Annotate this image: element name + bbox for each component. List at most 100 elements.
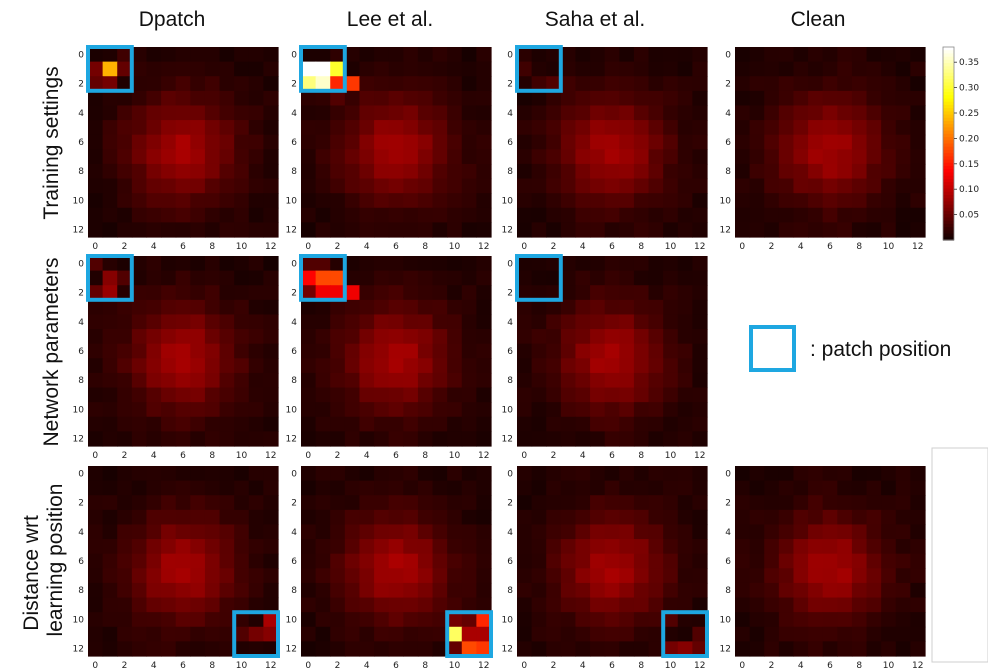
y-tick-label: 10 (286, 616, 298, 626)
y-tick-label: 10 (286, 197, 298, 207)
heatmap-cell (837, 582, 853, 599)
heatmap-cell (663, 270, 679, 286)
heatmap-cell (344, 524, 361, 540)
heatmap-cell (560, 163, 577, 180)
heatmap-cell (102, 539, 118, 555)
heatmap-cell (403, 402, 419, 418)
heatmap-cell (432, 270, 448, 286)
heatmap-cell (633, 329, 650, 345)
colorbar-segment (943, 117, 954, 122)
heatmap-cell (330, 207, 346, 223)
heatmap-cell (330, 343, 346, 359)
heatmap-cell (560, 416, 577, 432)
x-tick-label: 4 (151, 242, 157, 252)
heatmap-cell (560, 329, 577, 345)
heatmap-cell (359, 387, 375, 403)
heatmap-cell (461, 193, 477, 209)
patch-position-box (299, 254, 347, 302)
colorbar-tick-label: 0.05 (959, 211, 979, 221)
heatmap-cell (663, 329, 679, 345)
heatmap-cell (575, 193, 591, 209)
y-tick-label: 4 (78, 318, 84, 328)
heatmap-cell (374, 612, 390, 628)
heatmap-cell (263, 416, 279, 432)
heatmap-cell (590, 612, 606, 628)
heatmap-cell (910, 509, 926, 526)
heatmap-cell (161, 329, 177, 345)
heatmap-cell (190, 105, 206, 121)
heatmap-cell (531, 641, 547, 657)
heatmap-cell (330, 509, 346, 526)
colorbar-segment (943, 75, 954, 80)
heatmap-cell (102, 120, 118, 136)
heatmap-cell (910, 612, 926, 628)
heatmap-cell (692, 466, 708, 482)
heatmap-cell (146, 105, 162, 121)
heatmap-cell (432, 568, 448, 584)
heatmap-cell (204, 76, 221, 92)
heatmap-cell (175, 597, 191, 613)
heatmap-cell (560, 641, 577, 657)
heatmap-cell (204, 329, 221, 345)
heatmap-cell (432, 149, 448, 165)
heatmap-cell (88, 61, 104, 77)
heatmap-cell (190, 343, 206, 359)
heatmap-cell (808, 466, 824, 482)
y-tick-label: 2 (507, 499, 513, 509)
heatmap-cell (837, 149, 853, 165)
x-tick-label: 0 (739, 661, 745, 671)
heatmap-cell (793, 134, 809, 150)
heatmap-cell (204, 178, 221, 194)
heatmap-cell (417, 222, 434, 238)
heatmap-cell (604, 314, 620, 330)
heatmap-cell (403, 256, 419, 272)
heatmap-cell (866, 495, 882, 511)
heatmap-cell (403, 207, 419, 223)
heatmap-cell (344, 163, 361, 180)
heatmap-cell (575, 178, 591, 194)
heatmap-cell (190, 416, 206, 432)
heatmap-cell (330, 105, 346, 121)
heatmap-cell (764, 90, 780, 107)
heatmap-cell (648, 120, 664, 136)
heatmap-cell (263, 431, 279, 447)
heatmap-cell (881, 582, 897, 599)
heatmap-cell (301, 61, 317, 77)
heatmap-cell (330, 524, 346, 540)
heatmap-cell (447, 568, 463, 584)
heatmap-cell (793, 47, 809, 63)
heatmap-cell (851, 163, 868, 180)
heatmap-cell (749, 509, 765, 526)
heatmap-cell (851, 178, 868, 194)
heatmap-cell (575, 626, 591, 642)
heatmap-cell (546, 568, 562, 584)
heatmap-cell (531, 149, 547, 165)
heatmap-cell (219, 641, 235, 657)
heatmap-cell (175, 149, 191, 165)
heatmap-cell (531, 207, 547, 223)
heatmap-cell (692, 626, 708, 642)
heatmap-cell (175, 509, 191, 526)
heatmap-cell (388, 314, 404, 330)
heatmap-cell (575, 358, 591, 374)
colorbar-segment (943, 69, 954, 74)
heatmap-cell (793, 207, 809, 223)
heatmap-cell (692, 387, 708, 403)
heatmap-cell (546, 76, 562, 92)
heatmap-cell (895, 641, 911, 657)
heatmap-cell (301, 480, 317, 496)
heatmap-cell (417, 568, 434, 584)
colorbar-segment (943, 156, 954, 161)
heatmap-cell (330, 387, 346, 403)
heatmap-cell (575, 372, 591, 389)
heatmap-cell (851, 641, 868, 657)
heatmap-cell (837, 207, 853, 223)
heatmap-cell (461, 416, 477, 432)
heatmap-cell (344, 597, 361, 613)
heatmap-cell (793, 597, 809, 613)
heatmap-cell (764, 193, 780, 209)
heatmap-cell (663, 626, 679, 642)
heatmap-cell (619, 178, 635, 194)
heatmap-cell (190, 553, 206, 569)
heatmap-cell (161, 193, 177, 209)
